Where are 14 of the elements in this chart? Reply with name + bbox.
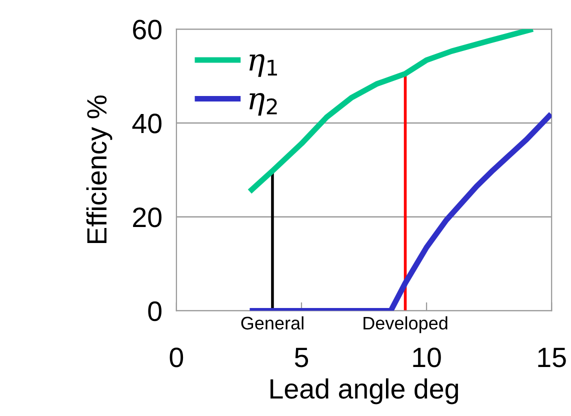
x-tick-label: 10 — [413, 348, 441, 368]
x-axis-title: Lead angle deg — [270, 378, 458, 404]
y-tick-label: 20 — [133, 208, 162, 228]
annotation: General — [241, 316, 304, 330]
x-tick-label: 0 — [170, 348, 184, 368]
y-tick-label: 40 — [132, 114, 162, 134]
y-tick-label: 60 — [133, 20, 162, 40]
x-tick-label: 15 — [538, 348, 566, 368]
y-tick-label: 0 — [148, 301, 162, 322]
annotation: Developed — [364, 316, 448, 334]
legend-label: η$_{2}$ — [249, 92, 277, 116]
y-axis-title: Efficiency % — [86, 96, 112, 244]
x-tick-label: 5 — [294, 348, 308, 368]
legend-label: η$_{1}$ — [249, 54, 277, 77]
